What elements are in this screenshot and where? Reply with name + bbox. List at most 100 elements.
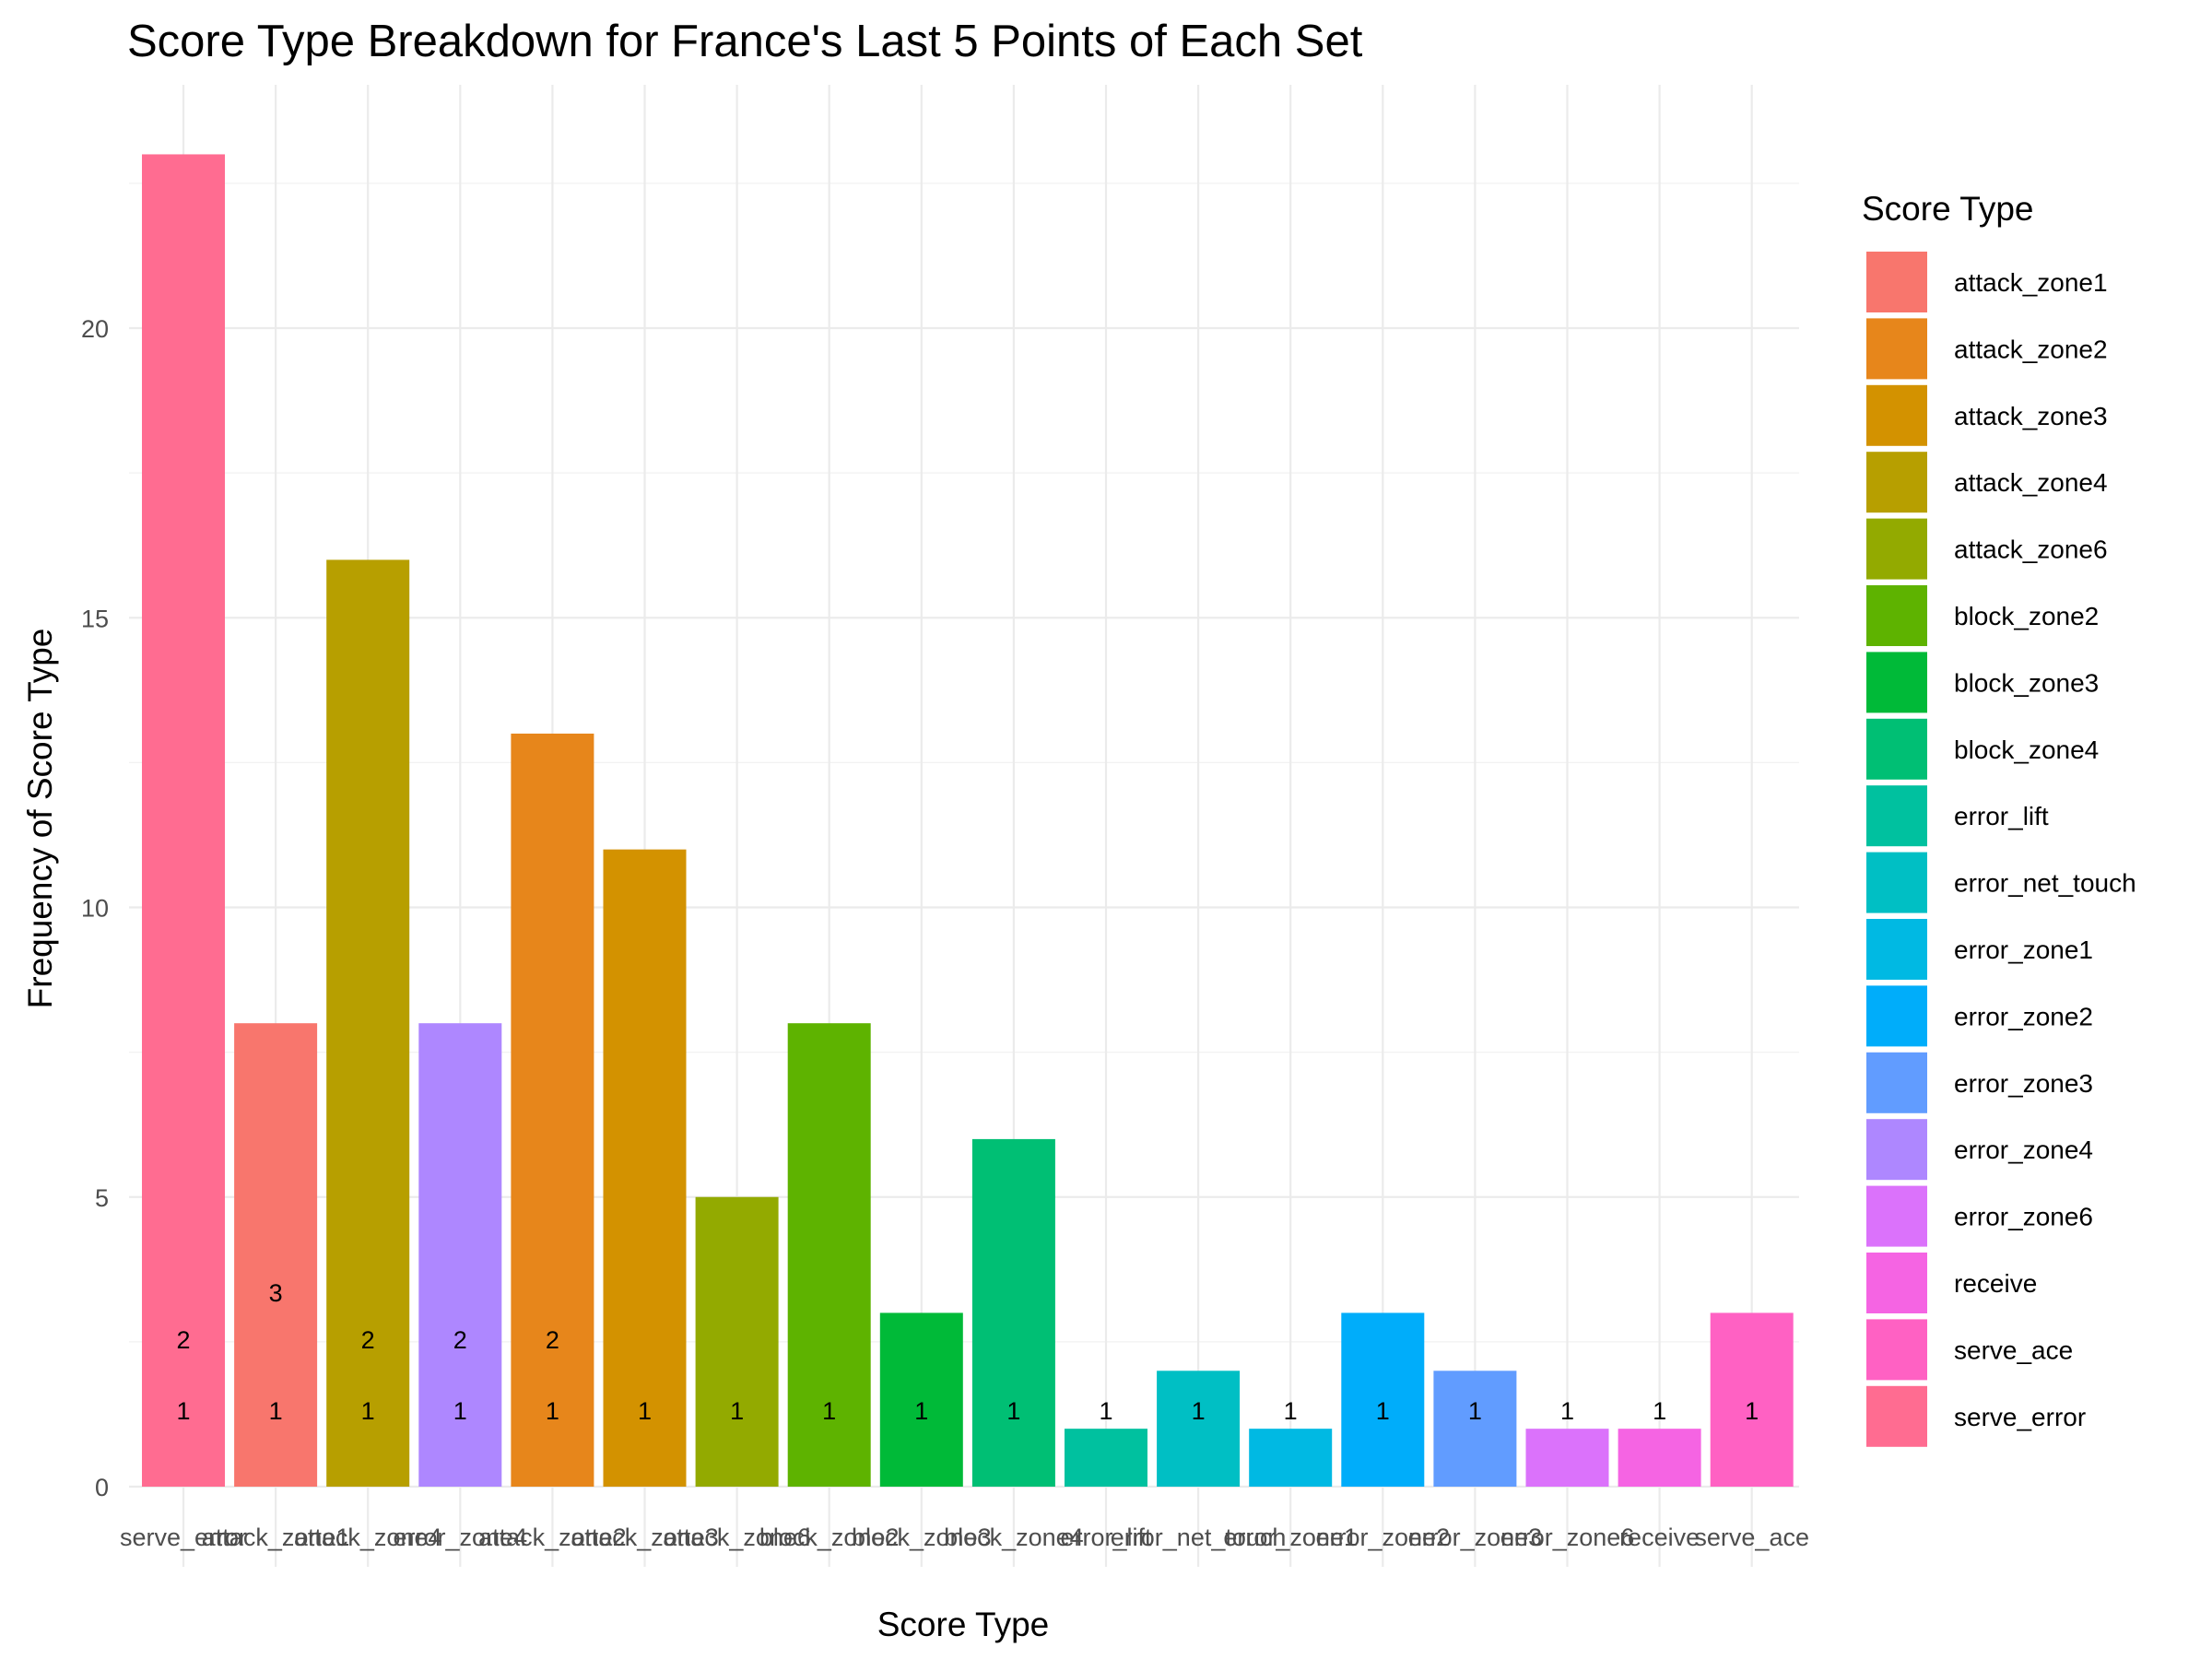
bar [603,849,687,1487]
bar [511,733,594,1487]
x-tick-label: error_zone4 [394,1524,528,1551]
legend-key [1866,1119,1927,1181]
legend-key [1866,1052,1927,1113]
bar-count-label: 1 [1653,1397,1666,1425]
x-tick-label: attack_zone2 [478,1524,627,1551]
legend-key [1866,1253,1927,1313]
bar [971,1138,1055,1487]
x-tick-label: block_zone2 [759,1524,900,1551]
bar [787,1023,871,1487]
legend-key [1866,852,1927,913]
bar [1341,1312,1425,1487]
legend-key [1866,585,1927,646]
legend-label: attack_zone2 [1954,335,2108,363]
legend-label: error_zone6 [1954,1203,2093,1231]
legend-key [1866,1385,1927,1447]
bar-count-label: 1 [546,1397,559,1425]
bar-count-label: 1 [1284,1397,1298,1425]
bar-count-label: 2 [361,1326,375,1354]
legend-label: error_lift [1954,802,2049,830]
legend-key [1866,518,1927,580]
bar-count-label: 2 [453,1326,467,1354]
x-tick-label: error_zone2 [1316,1524,1451,1551]
x-tick-label: error_lift [1060,1524,1152,1551]
x-tick-label: attack_zone1 [202,1524,350,1551]
y-tick-label: 10 [81,895,109,923]
legend: Score Type attack_zone1 attack_zone2attac… [1862,190,2136,1447]
legend-key [1866,785,1927,847]
bar-count-label: 1 [269,1397,283,1425]
bar [1433,1371,1517,1487]
bar-count-label: 1 [638,1397,652,1425]
legend-label: block_zone3 [1954,668,2099,697]
bar-count-label: 1 [730,1397,744,1425]
legend-label: error_zone1 [1954,935,2093,964]
legend-key [1866,318,1927,380]
bar [418,1023,502,1487]
legend-label: serve_ace [1954,1335,2073,1364]
bars [142,154,1794,1488]
x-axis-ticks: serve_errorattack_zone1attack_zone4error… [120,1524,1809,1551]
legend-label: error_zone4 [1954,1135,2093,1164]
bar-count-label: 1 [1745,1397,1759,1425]
bar-count-label: 1 [914,1397,928,1425]
y-tick-label: 15 [81,605,109,632]
bar [1065,1429,1147,1487]
y-tick-label: 0 [95,1474,109,1501]
y-axis-title: Frequency of Score Type [21,629,59,1009]
legend-key [1866,384,1927,446]
legend-title: Score Type [1862,190,2033,228]
legend-key [1866,718,1927,780]
x-tick-label: error_zone3 [1408,1524,1543,1551]
legend-label: receive [1954,1269,2037,1298]
bar [879,1312,963,1487]
bar [1157,1371,1241,1487]
bar [1249,1429,1333,1487]
y-tick-label: 5 [95,1184,109,1212]
legend-key [1866,252,1927,312]
bar-count-label: 3 [269,1279,283,1307]
x-tick-label: attack_zone3 [571,1524,719,1551]
bar-count-label: 1 [361,1397,375,1425]
legend-key [1866,919,1927,980]
y-axis-ticks: 0 5 10 15 20 [81,315,109,1501]
bar-count-label: 1 [1560,1397,1574,1425]
bar-count-label: 1 [1099,1397,1112,1425]
bar-count-label: 1 [1468,1397,1482,1425]
bar [1618,1429,1701,1487]
legend-key [1866,985,1927,1047]
x-tick-label: error_zone1 [1223,1524,1358,1551]
bar [142,154,225,1488]
legend-label: error_zone3 [1954,1069,2093,1098]
legend-key [1866,652,1927,713]
x-tick-label: serve_ace [1694,1524,1809,1551]
bar-count-label: 1 [453,1397,467,1425]
x-tick-label: block_zone3 [852,1524,992,1551]
bar-count-label: 1 [1006,1397,1020,1425]
legend-label: error_zone2 [1954,1002,2093,1030]
bar-count-label: 2 [176,1326,190,1354]
legend-items: attack_zone1 attack_zone2 attack_zone3atta… [1866,252,2136,1447]
x-axis-title: Score Type [877,1606,1049,1643]
bar-labels: 1 2 1 3 1 2 1 2 1 2 1 1 1 1 1 1 1 1 1 1 1 1 1 [176,1279,1759,1425]
legend-label: attack_zone1 [1954,268,2108,297]
x-tick-label: attack_zone6 [663,1524,811,1551]
x-tick-label: attack_zone4 [294,1524,442,1551]
legend-label: attack_zone4 [1954,468,2108,497]
x-tick-label: receive [1619,1524,1700,1551]
legend-label: attack_zone3 [1954,402,2108,430]
bar [326,559,410,1487]
chart-title: Score Type Breakdown for France's Last 5… [127,17,1363,66]
legend-key [1866,1185,1927,1247]
x-tick-label: block_zone4 [944,1524,1084,1551]
legend-label: block_zone2 [1954,602,2099,630]
legend-label: block_zone4 [1954,735,2099,764]
y-tick-label: 20 [81,315,109,343]
legend-label: attack_zone6 [1954,535,2108,564]
bar-count-label: 1 [1192,1397,1206,1425]
x-tick-label: error_net_touch [1111,1524,1287,1551]
bar [1525,1429,1609,1487]
bar [234,1023,318,1487]
x-tick-label: serve_error [120,1524,247,1551]
